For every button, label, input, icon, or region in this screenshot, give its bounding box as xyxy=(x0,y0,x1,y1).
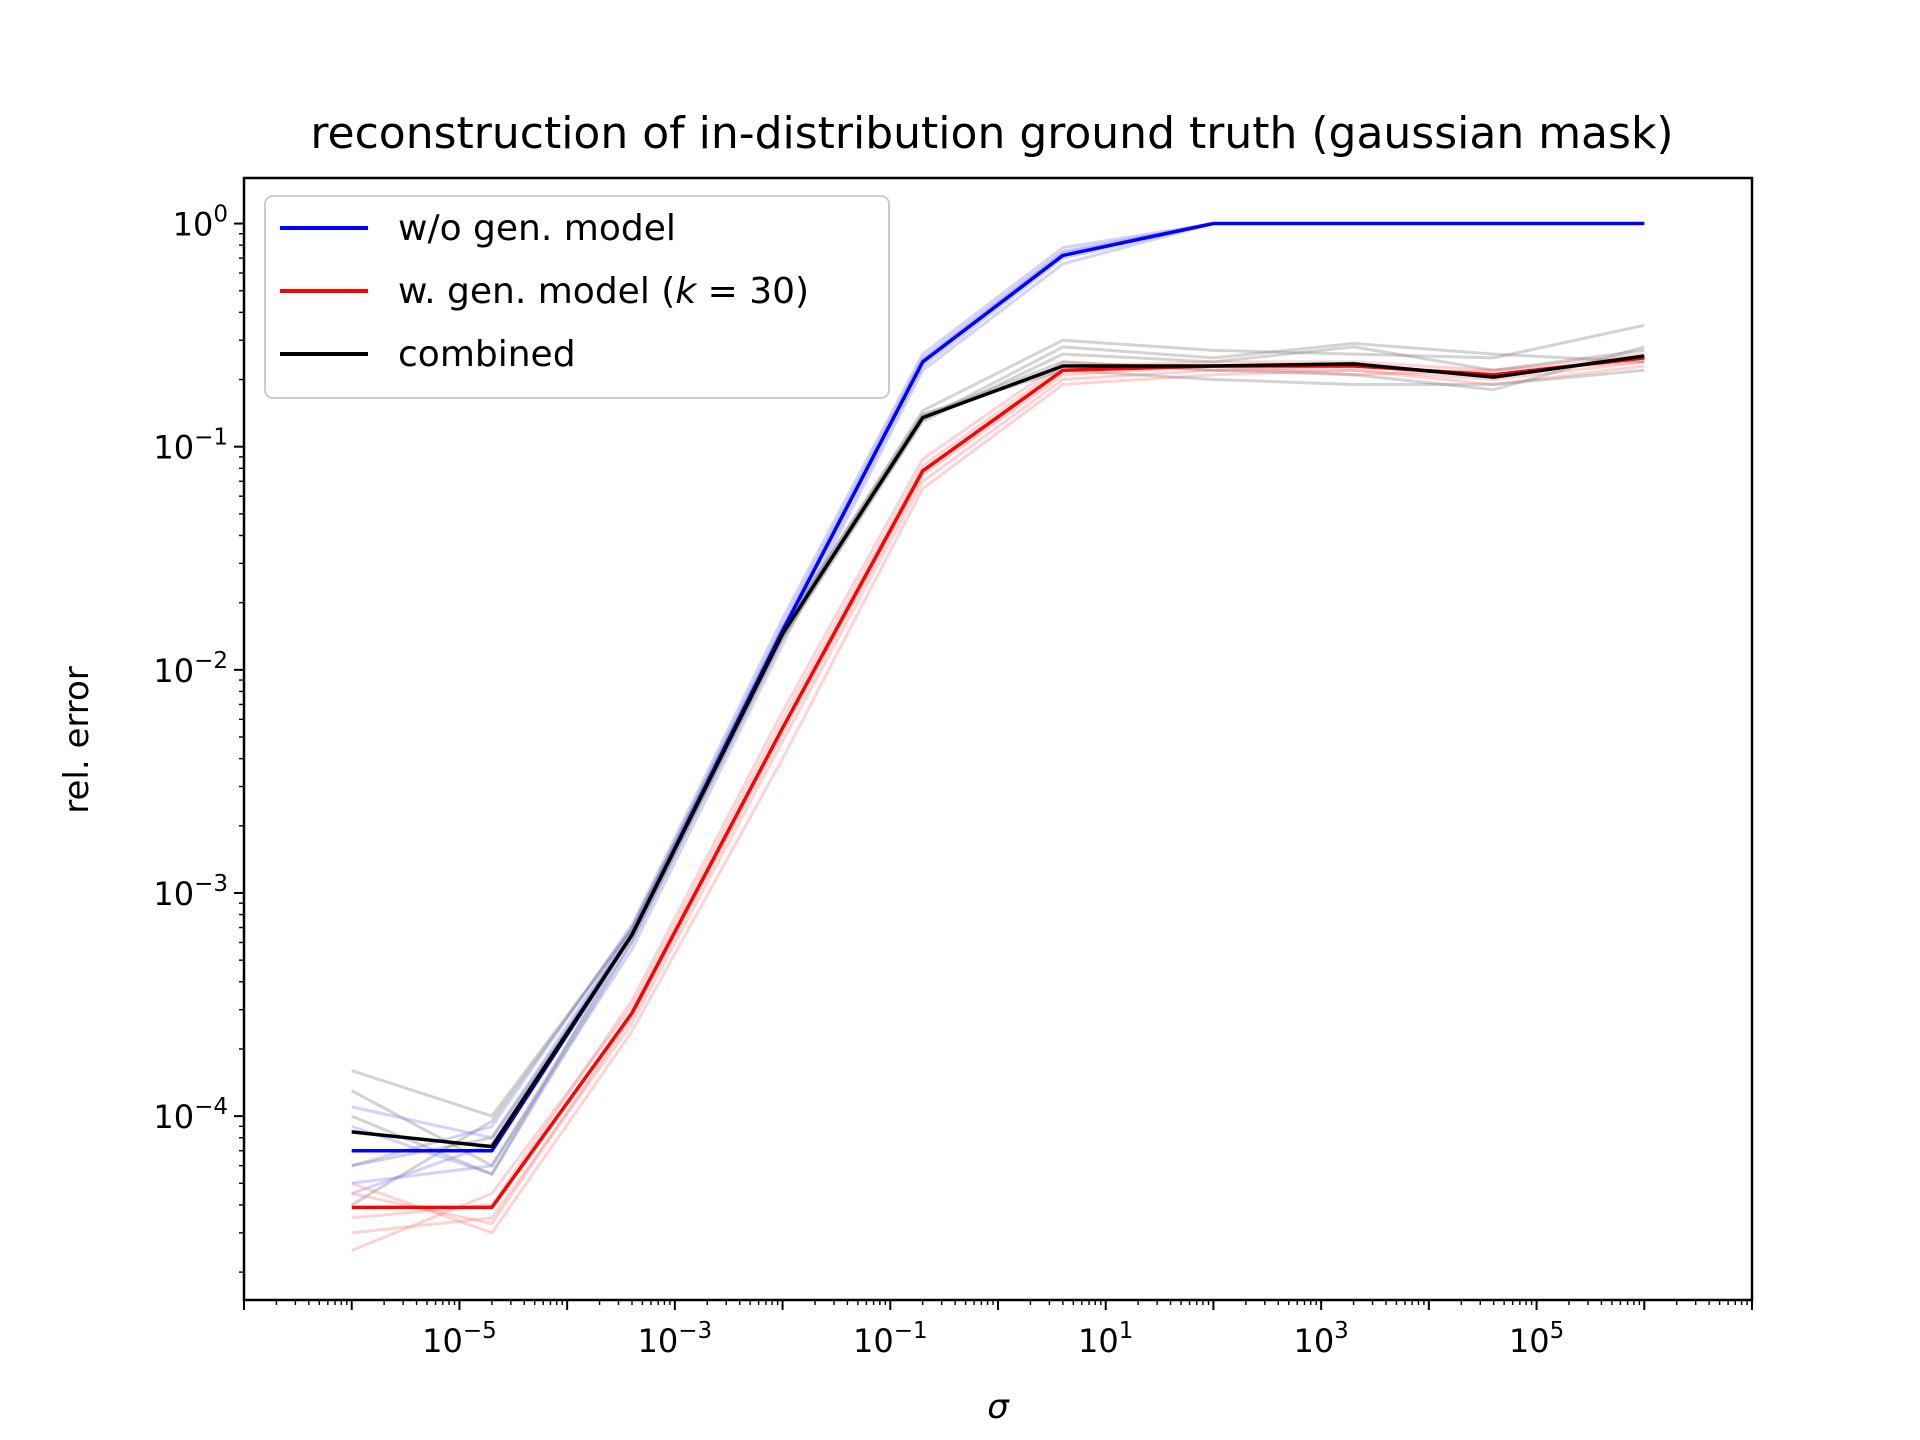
y-tick-label: 10−3 xyxy=(153,871,228,913)
x-axis-label: σ xyxy=(987,1387,1010,1427)
legend-label-1: w. gen. model (k = 30) xyxy=(398,271,809,312)
x-axis: 10−5 10−3 10−1 101 103 105 xyxy=(243,1300,1753,1360)
series-line-2 xyxy=(351,354,1645,1149)
y-tick-label: 10−4 xyxy=(153,1094,228,1136)
x-tick-label: 10−3 xyxy=(638,1318,713,1360)
y-tick-label: 10−1 xyxy=(153,425,228,467)
legend-label-2: combined xyxy=(398,334,576,375)
x-tick-label: 105 xyxy=(1509,1318,1564,1360)
faint-run-red-2 xyxy=(351,364,1645,1235)
legend-label-0: w/o gen. model xyxy=(398,208,676,249)
legend-box xyxy=(264,195,890,399)
faint-run-gray-4 xyxy=(351,345,1645,1176)
faint-run-red-0 xyxy=(351,360,1645,1235)
y-axis-label: rel. error xyxy=(57,666,97,814)
y-tick-label: 100 xyxy=(173,202,228,244)
chart-title: reconstruction of in-distribution ground… xyxy=(310,108,1673,159)
x-tick-label: 103 xyxy=(1293,1318,1348,1360)
faint-run-red-1 xyxy=(351,352,1645,1252)
x-tick-label: 101 xyxy=(1078,1318,1133,1360)
y-tick-label: 10−2 xyxy=(153,648,228,690)
faint-run-gray-1 xyxy=(350,345,1645,1168)
y-axis: 10−4 10−3 10−2 10−1 100 xyxy=(153,202,244,1273)
x-tick-label: 10−1 xyxy=(853,1318,928,1360)
series-layer xyxy=(351,221,1645,1210)
legend: w/o gen. model w. gen. model (k = 30) comb… xyxy=(264,195,890,399)
faint-run-red-4 xyxy=(351,360,1645,1226)
faint-runs-layer xyxy=(350,222,1645,1252)
x-tick-label: 10−5 xyxy=(422,1318,497,1360)
faint-run-gray-0 xyxy=(351,323,1645,1118)
